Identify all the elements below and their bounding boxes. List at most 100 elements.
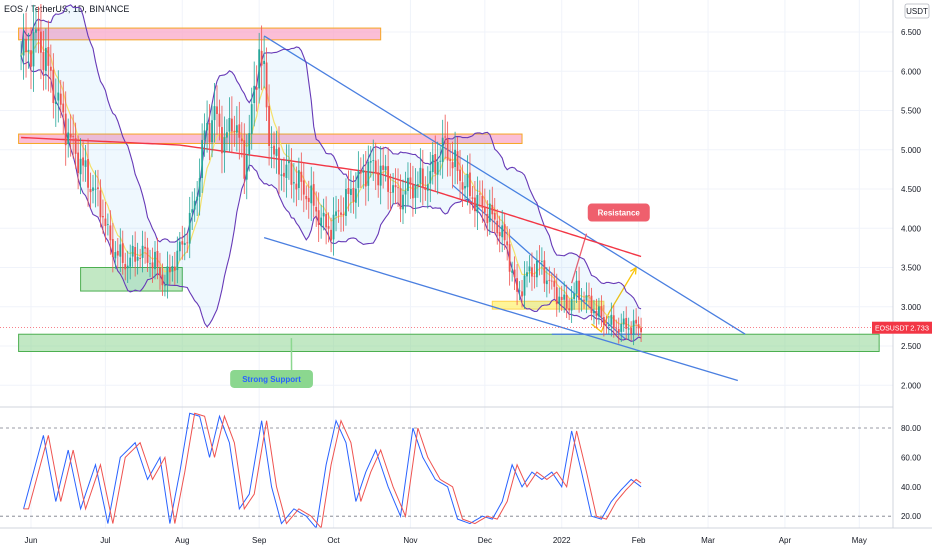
candle-body: [228, 117, 231, 132]
candle: [570, 285, 573, 323]
candle-body: [389, 192, 392, 193]
candle: [188, 196, 191, 259]
candle-body: [441, 137, 444, 162]
candle-body: [379, 165, 382, 186]
candle-body: [367, 161, 370, 186]
candle: [149, 249, 151, 278]
price-tick-label: 4.500: [901, 185, 922, 194]
candle-body: [116, 250, 119, 256]
candle: [198, 158, 201, 216]
candle-body: [332, 214, 335, 240]
candle-body: [531, 267, 533, 277]
candle-body: [610, 314, 613, 325]
candle: [464, 174, 466, 200]
candle-body: [218, 113, 221, 127]
oscillator: [0, 412, 893, 530]
candle-body: [164, 285, 166, 287]
candle: [97, 169, 99, 207]
time-tick-label: Jun: [25, 536, 38, 545]
candle-body: [555, 287, 558, 305]
candle-body: [295, 183, 298, 190]
candle: [77, 135, 80, 190]
currency-badge: [904, 3, 930, 19]
candle-body: [322, 212, 325, 217]
candle: [508, 228, 511, 286]
candle-body: [374, 160, 377, 173]
candle: [186, 232, 189, 253]
time-tick-label: May: [852, 536, 867, 545]
candle-body: [173, 266, 176, 271]
candle: [607, 315, 610, 335]
candle-body: [97, 187, 99, 189]
candle-body: [305, 195, 308, 200]
time-tick-label: Oct: [327, 536, 340, 545]
candle: [429, 151, 432, 203]
candle-body: [166, 266, 169, 285]
candle: [87, 138, 89, 207]
candle: [156, 237, 159, 280]
candle-body: [223, 137, 226, 153]
candle: [412, 165, 414, 217]
candle: [74, 122, 77, 169]
candle: [94, 170, 97, 208]
candle-body: [258, 49, 261, 89]
candle: [354, 172, 357, 219]
candle: [164, 274, 166, 297]
candle-body: [32, 32, 35, 67]
candle: [598, 297, 600, 325]
candle-body: [471, 197, 474, 199]
candle: [416, 171, 419, 198]
candle-body: [600, 306, 603, 317]
candle: [602, 304, 605, 337]
candle: [235, 106, 238, 152]
candle-body: [201, 139, 204, 179]
candle-body: [593, 311, 595, 314]
candle-body: [203, 130, 206, 141]
candle-body: [64, 113, 67, 146]
candle: [496, 209, 499, 245]
candle: [79, 138, 82, 195]
candle-body: [325, 214, 328, 228]
candle: [359, 157, 362, 188]
candle-body: [131, 245, 134, 257]
candle-body: [268, 105, 270, 146]
candle: [67, 118, 70, 158]
candle: [503, 214, 506, 250]
candle: [292, 162, 295, 203]
candle-body: [558, 296, 561, 304]
candle: [421, 150, 424, 206]
candle: [593, 299, 595, 325]
candle: [126, 250, 129, 284]
candle-body: [340, 212, 342, 215]
candle-body: [635, 319, 638, 324]
candle-body: [302, 180, 305, 195]
candle: [630, 321, 633, 341]
price-tick-label: 3.500: [901, 264, 922, 273]
candle: [228, 97, 231, 152]
candle-body: [568, 308, 571, 311]
osc-tick-label: 20.00: [901, 512, 922, 521]
candle-body: [431, 154, 434, 173]
candle: [141, 230, 144, 273]
price-tag-symbol: EOSUSDT: [875, 326, 910, 333]
candle-body: [394, 185, 397, 188]
candle-body: [523, 275, 526, 296]
candle-body: [565, 294, 568, 309]
candle-body: [109, 225, 112, 241]
candle: [506, 226, 509, 261]
candle: [226, 119, 228, 151]
candle: [474, 180, 476, 228]
candle: [469, 153, 471, 214]
time-axis-background: [0, 528, 932, 550]
candle-body: [449, 159, 452, 161]
price-tick-label: 3.000: [901, 303, 922, 312]
candle-body: [421, 168, 424, 188]
candle: [121, 230, 124, 275]
candle-body: [439, 160, 442, 162]
candle-body: [352, 187, 355, 202]
candle: [191, 191, 194, 231]
candle-body: [119, 244, 122, 257]
candle: [350, 170, 352, 214]
